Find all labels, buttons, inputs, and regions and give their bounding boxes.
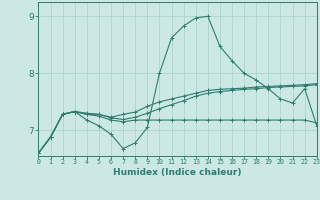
- X-axis label: Humidex (Indice chaleur): Humidex (Indice chaleur): [113, 168, 242, 177]
